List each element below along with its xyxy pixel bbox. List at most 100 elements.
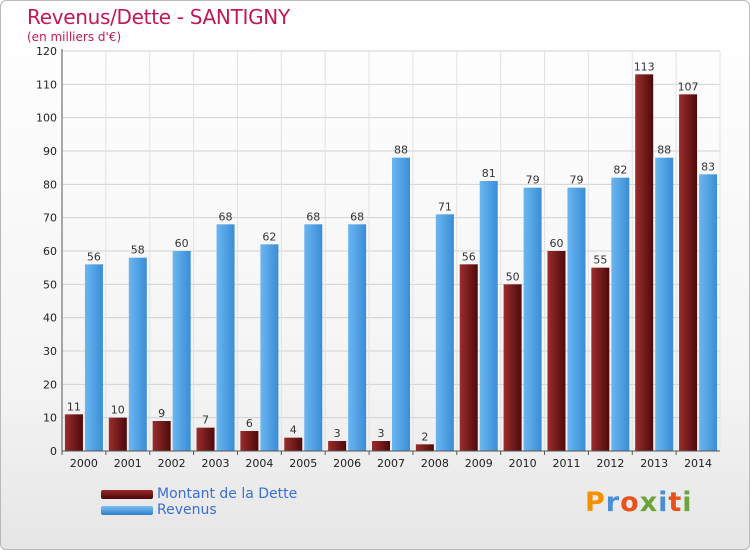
x-tick-label: 2001: [114, 457, 142, 470]
bar-revenue: [655, 157, 674, 451]
bar-debt: [415, 444, 434, 451]
data-label-debt: 6: [246, 417, 253, 430]
bar-revenue: [348, 224, 367, 451]
x-tick-label: 2010: [509, 457, 537, 470]
data-label-revenue: 81: [482, 167, 496, 180]
logo-letter: i: [682, 487, 693, 518]
logo-letter: i: [658, 487, 669, 518]
legend-label-debt: Montant de la Dette: [157, 486, 298, 502]
bar-revenue: [611, 177, 630, 451]
data-label-revenue: 88: [657, 144, 671, 157]
data-label-debt: 3: [378, 427, 385, 440]
bar-revenue: [172, 251, 191, 451]
data-label-debt: 11: [67, 400, 81, 413]
y-tick-label: 50: [43, 278, 57, 291]
data-label-debt: 10: [111, 404, 125, 417]
x-tick-label: 2011: [552, 457, 580, 470]
bar-debt: [284, 437, 303, 451]
y-tick-label: 80: [43, 178, 57, 191]
bar-revenue: [84, 264, 103, 451]
data-label-revenue: 79: [569, 174, 583, 187]
data-label-revenue: 82: [613, 164, 627, 177]
bar-revenue: [216, 224, 235, 451]
data-label-revenue: 88: [394, 144, 408, 157]
data-label-debt: 113: [634, 60, 655, 73]
logo-letter: r: [605, 487, 621, 518]
x-tick-label: 2002: [158, 457, 186, 470]
data-label-debt: 9: [158, 407, 165, 420]
data-label-revenue: 68: [306, 210, 320, 223]
bar-debt: [152, 421, 171, 451]
bar-debt: [635, 74, 654, 451]
bar-debt: [328, 441, 347, 451]
data-label-revenue: 60: [175, 237, 189, 250]
bar-debt: [372, 441, 390, 451]
x-tick-label: 2013: [640, 457, 668, 470]
data-label-debt: 7: [202, 414, 209, 427]
y-tick-label: 70: [43, 212, 57, 225]
data-label-debt: 55: [593, 254, 607, 267]
logo-letter: P: [585, 487, 606, 518]
data-label-revenue: 83: [701, 160, 715, 173]
proxiti-logo: Proxiti: [585, 487, 693, 518]
data-label-revenue: 56: [87, 250, 101, 263]
legend-swatch-debt: [101, 490, 153, 499]
legend-label-revenue: Revenus: [157, 502, 217, 518]
bar-debt: [503, 284, 522, 451]
y-tick-label: 10: [43, 412, 57, 425]
y-tick-label: 110: [36, 78, 57, 91]
bar-revenue: [304, 224, 323, 451]
x-tick-label: 2004: [245, 457, 273, 470]
bar-debt: [240, 431, 259, 451]
x-tick-label: 2005: [289, 457, 317, 470]
bar-revenue: [435, 214, 454, 451]
bar-revenue: [128, 257, 147, 451]
data-label-debt: 56: [462, 250, 476, 263]
y-tick-label: 20: [43, 378, 57, 391]
bars: [64, 74, 718, 452]
bar-revenue: [260, 244, 279, 451]
y-tick-label: 40: [43, 312, 57, 325]
bar-revenue: [392, 157, 410, 451]
y-tick-label: 0: [50, 445, 57, 458]
labels: 0 10 20 30 40 50 60 70 80 90 100 110 120 2000 11 56 2001…: [36, 45, 715, 470]
chart-subtitle: (en milliers d'€): [27, 30, 122, 44]
y-tick-label: 100: [36, 112, 57, 125]
bar-debt: [591, 267, 610, 451]
x-tick-label: 2008: [421, 457, 449, 470]
chart-title: Revenus/Dette - SANTIGNY: [27, 5, 290, 29]
data-label-debt: 3: [334, 427, 341, 440]
data-label-debt: 2: [421, 430, 428, 443]
x-tick-label: 2014: [684, 457, 712, 470]
y-tick-label: 60: [43, 245, 57, 258]
x-tick-label: 2003: [202, 457, 230, 470]
bar-debt: [459, 264, 478, 451]
y-tick-label: 90: [43, 145, 57, 158]
bar-debt: [64, 414, 83, 451]
bar-debt: [547, 251, 566, 451]
bar-debt: [108, 417, 127, 451]
bar-revenue: [479, 181, 498, 451]
bar-revenue: [567, 187, 586, 451]
y-tick-label: 30: [43, 345, 57, 358]
x-tick-label: 2012: [596, 457, 624, 470]
x-tick-label: 2000: [70, 457, 98, 470]
data-label-debt: 60: [549, 237, 563, 250]
data-label-debt: 4: [290, 424, 297, 437]
bar-debt: [196, 427, 215, 451]
axes: [61, 49, 720, 455]
x-tick-label: 2007: [377, 457, 405, 470]
data-label-revenue: 62: [262, 230, 276, 243]
logo-letter: t: [668, 487, 683, 518]
data-label-revenue: 68: [350, 210, 364, 223]
y-tick-label: 120: [36, 45, 57, 58]
data-label-debt: 50: [506, 270, 520, 283]
data-label-revenue: 79: [526, 174, 540, 187]
logo-letter: o: [620, 487, 640, 518]
data-label-debt: 107: [678, 80, 699, 93]
bar-revenue: [523, 187, 542, 451]
bar-revenue: [699, 174, 718, 452]
x-tick-label: 2006: [333, 457, 361, 470]
